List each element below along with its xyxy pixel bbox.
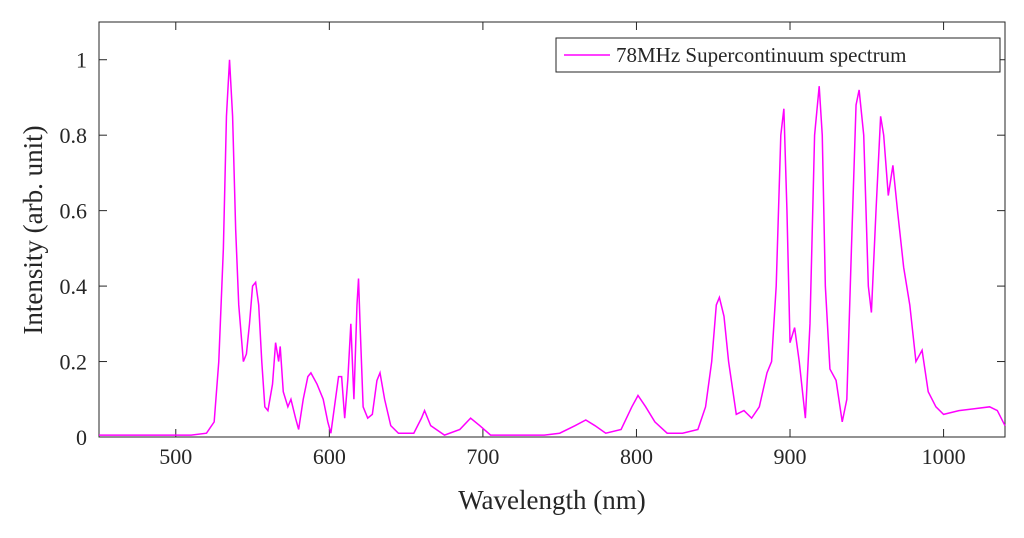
- x-tick-label: 700: [466, 444, 499, 469]
- legend-label: 78MHz Supercontinuum spectrum: [616, 43, 906, 67]
- y-tick-label: 0: [76, 425, 87, 450]
- y-tick-label: 1: [76, 48, 87, 73]
- spectrum-line: [99, 59, 1006, 436]
- y-tick-label: 0.6: [60, 199, 88, 224]
- x-tick-label: 1000: [922, 444, 966, 469]
- x-tick-label: 800: [620, 444, 653, 469]
- y-axis-label: Intensity (arb. unit): [18, 125, 48, 334]
- y-tick-label: 0.2: [60, 350, 88, 375]
- x-tick-label: 500: [159, 444, 192, 469]
- x-tick-label: 900: [774, 444, 807, 469]
- y-tick-label: 0.8: [60, 123, 88, 148]
- plot-area: [98, 21, 1006, 438]
- legend-box: [555, 37, 1001, 73]
- x-tick-label: 600: [313, 444, 346, 469]
- x-axis-label: Wavelength (nm): [458, 485, 646, 515]
- y-tick-label: 0.4: [60, 274, 88, 299]
